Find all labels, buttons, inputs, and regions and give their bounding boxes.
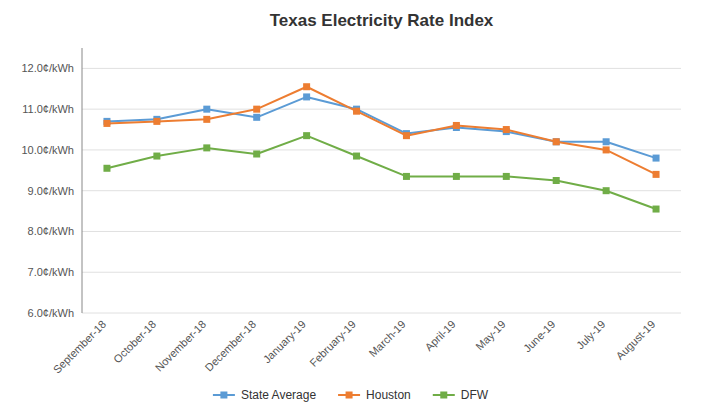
legend-marker <box>440 392 447 399</box>
x-tick-label: November-18 <box>153 318 209 374</box>
y-tick-label: 10.0¢/kWh <box>21 144 74 156</box>
marker <box>453 122 460 129</box>
marker <box>153 118 160 125</box>
grid-line <box>82 190 681 191</box>
marker <box>403 173 410 180</box>
marker <box>503 126 510 133</box>
x-tick-label: January-19 <box>261 318 308 365</box>
legend-label: State Average <box>241 388 316 402</box>
marker <box>653 155 660 162</box>
marker <box>403 132 410 139</box>
line <box>107 97 656 158</box>
marker <box>253 151 260 158</box>
y-axis-line <box>82 48 83 313</box>
legend-label: DFW <box>461 388 489 402</box>
y-tick-label: 9.0¢/kWh <box>28 185 74 197</box>
series-group <box>103 83 659 212</box>
x-tick-label: June-19 <box>521 318 558 355</box>
chart: Texas Electricity Rate Index 6.0¢/kWh 7.0¢… <box>0 0 701 409</box>
marker <box>453 173 460 180</box>
marker <box>353 153 360 160</box>
y-tick-label: 6.0¢/kWh <box>28 307 74 319</box>
marker <box>603 138 610 145</box>
x-axis: September-18October-18November-18Decembe… <box>51 318 658 376</box>
x-tick-label: August-19 <box>614 318 658 362</box>
marker <box>653 171 660 178</box>
x-tick-label: September-18 <box>51 318 109 376</box>
marker <box>303 83 310 90</box>
marker <box>303 93 310 100</box>
y-axis: 6.0¢/kWh 7.0¢/kWh 8.0¢/kWh 9.0¢/kWh 10.0¢/kW… <box>21 62 681 319</box>
marker <box>203 144 210 151</box>
x-tick-label: February-19 <box>307 318 358 369</box>
grid-line <box>82 68 681 69</box>
grid-line <box>82 231 681 232</box>
title: Texas Electricity Rate Index <box>270 11 494 30</box>
y-tick-label: 8.0¢/kWh <box>28 225 74 237</box>
marker <box>103 120 110 127</box>
marker <box>553 138 560 145</box>
marker <box>253 114 260 121</box>
grid-line <box>82 109 681 110</box>
y-tick-label: 11.0¢/kWh <box>22 103 74 115</box>
x-tick-label: December-18 <box>203 318 259 374</box>
marker <box>653 206 660 213</box>
marker <box>353 108 360 115</box>
marker <box>303 132 310 139</box>
x-tick-label: July-19 <box>574 318 608 352</box>
x-tick-label: April-19 <box>423 318 458 353</box>
marker <box>253 106 260 113</box>
legend-item: State Average <box>213 388 316 402</box>
marker <box>503 173 510 180</box>
x-tick-label: October-18 <box>111 318 158 365</box>
marker <box>153 153 160 160</box>
marker <box>103 165 110 172</box>
marker <box>553 138 560 145</box>
marker <box>203 106 210 113</box>
marker <box>603 187 610 194</box>
legend-label: Houston <box>366 388 411 402</box>
grid-line <box>82 149 681 150</box>
y-tick-label: 12.0¢/kWh <box>21 62 74 74</box>
legend-marker <box>346 392 353 399</box>
legend-item: Houston <box>338 388 411 402</box>
marker <box>603 146 610 153</box>
grid-line <box>82 313 681 314</box>
line <box>107 136 656 209</box>
x-tick-label: March-19 <box>367 318 408 359</box>
x-tick-label: May-19 <box>473 318 507 352</box>
marker <box>203 116 210 123</box>
grid-line <box>82 272 681 273</box>
y-tick-label: 7.0¢/kWh <box>28 266 74 278</box>
line <box>107 87 656 175</box>
legend-marker <box>220 392 227 399</box>
legend-item: DFW <box>433 388 489 402</box>
marker <box>553 177 560 184</box>
legend: State Average Houston DFW <box>213 388 489 402</box>
